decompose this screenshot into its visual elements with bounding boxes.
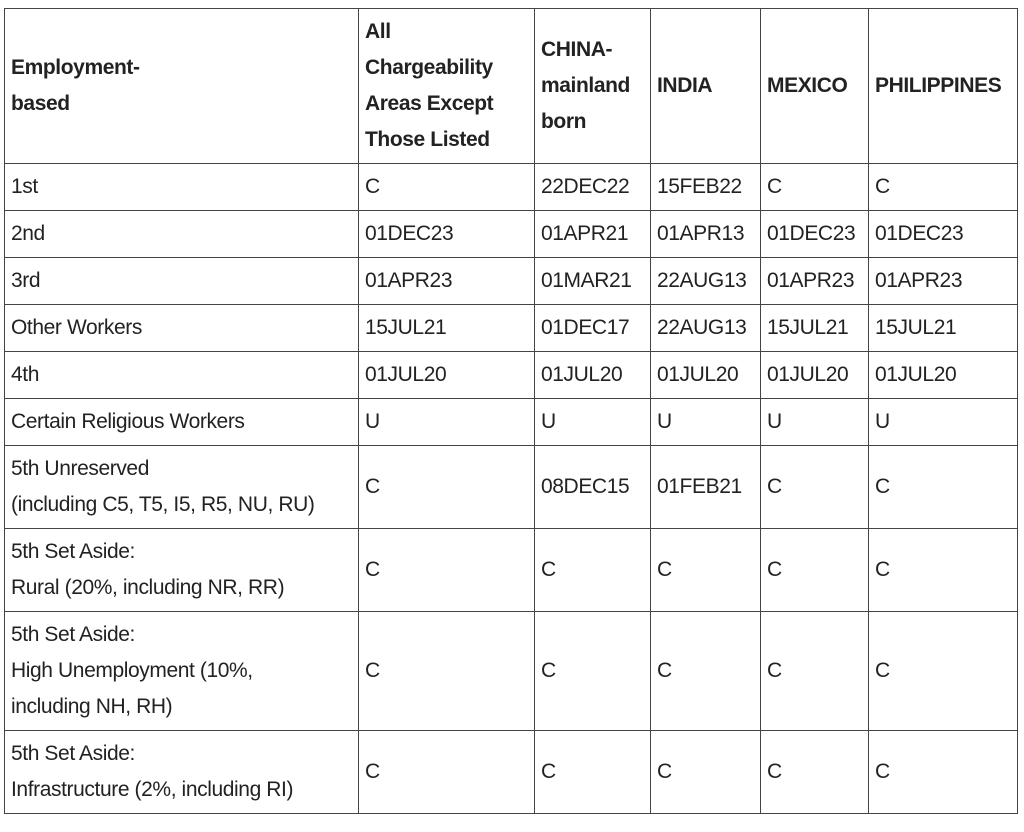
cell-line: 5th Unreserved [11, 457, 149, 480]
date-cell: 01JUL20 [760, 351, 869, 399]
date-cell: C [868, 528, 1018, 612]
row-label: 1st [4, 163, 359, 211]
date-cell: 01APR13 [650, 210, 761, 258]
table-body: 1st C 22DEC22 15FEB22 C C 2nd 01DEC23 01APR21 01A… [4, 163, 1018, 814]
row-label: Certain Religious Workers [4, 398, 359, 446]
date-cell: 15JUL21 [358, 304, 535, 352]
cell-line: Employment- [11, 56, 140, 79]
date-cell: 22AUG13 [650, 304, 761, 352]
table-row: Certain Religious Workers U U U U U [4, 398, 1018, 446]
table-row: 5th Unreserved (including C5, T5, I5, R5,… [4, 445, 1018, 529]
row-label: 4th [4, 351, 359, 399]
cell-line: 5th Set Aside: [11, 623, 135, 646]
date-cell: C [868, 611, 1018, 731]
date-cell: U [650, 398, 761, 446]
date-cell: C [650, 611, 761, 731]
date-cell: C [650, 528, 761, 612]
date-cell: C [534, 528, 651, 612]
date-cell: 01JUL20 [650, 351, 761, 399]
date-cell: C [650, 730, 761, 814]
table-row: 3rd 01APR23 01MAR21 22AUG13 01APR23 01APR23 [4, 257, 1018, 305]
cell-line: Rural (20%, including NR, RR) [11, 576, 285, 599]
table-row: 5th Set Aside: Infrastructure (2%, includ… [4, 730, 1018, 814]
cell-line: 5th Set Aside: [11, 540, 135, 563]
date-cell: C [358, 163, 535, 211]
date-cell: C [358, 730, 535, 814]
table-row: 1st C 22DEC22 15FEB22 C C [4, 163, 1018, 211]
date-cell: 08DEC15 [534, 445, 651, 529]
date-cell: 15FEB22 [650, 163, 761, 211]
cell-line: Those Listed [365, 128, 490, 151]
date-cell: C [760, 163, 869, 211]
cell-line: 5th Set Aside: [11, 742, 135, 765]
date-cell: C [760, 528, 869, 612]
row-label: 3rd [4, 257, 359, 305]
date-cell: U [358, 398, 535, 446]
header-cell: PHILIPPINES [868, 8, 1018, 164]
date-cell: 01JUL20 [534, 351, 651, 399]
date-cell: 01JUL20 [868, 351, 1018, 399]
date-cell: 15JUL21 [760, 304, 869, 352]
table-row: Other Workers 15JUL21 01DEC17 22AUG13 15JUL2… [4, 304, 1018, 352]
header-row: Employment-based All Chargeability Areas Ex… [4, 8, 1018, 164]
table-row: 4th 01JUL20 01JUL20 01JUL20 01JUL20 01JUL20 [4, 351, 1018, 399]
date-cell: 01APR21 [534, 210, 651, 258]
date-cell: 01DEC23 [868, 210, 1018, 258]
cell-line: Chargeability [365, 56, 493, 79]
cell-line: Infrastructure (2%, including RI) [11, 778, 294, 801]
date-cell: 01JUL20 [358, 351, 535, 399]
cell-line: based [11, 92, 70, 115]
date-cell: 01MAR21 [534, 257, 651, 305]
date-cell: C [534, 611, 651, 731]
date-cell: C [358, 445, 535, 529]
row-label: Other Workers [4, 304, 359, 352]
visa-bulletin-table: Employment-based All Chargeability Areas Ex… [4, 8, 1018, 814]
row-label: 5th Set Aside: Infrastructure (2%, includ… [4, 730, 359, 814]
cell-line: born [541, 110, 587, 133]
header-cell: CHINA-mainland born [534, 8, 651, 164]
date-cell: 01APR23 [868, 257, 1018, 305]
date-cell: C [868, 163, 1018, 211]
date-cell: U [760, 398, 869, 446]
cell-line: All [365, 20, 391, 43]
cell-line: mainland [541, 74, 630, 97]
date-cell: C [760, 445, 869, 529]
date-cell: C [868, 445, 1018, 529]
date-cell: C [760, 611, 869, 731]
header-cell: MEXICO [760, 8, 869, 164]
date-cell: 01DEC23 [358, 210, 535, 258]
date-cell: 01APR23 [760, 257, 869, 305]
header-cell: INDIA [650, 8, 761, 164]
table-row: 2nd 01DEC23 01APR21 01APR13 01DEC23 01DEC23 [4, 210, 1018, 258]
row-label: 5th Set Aside: Rural (20%, including NR, … [4, 528, 359, 612]
date-cell: U [534, 398, 651, 446]
table-row: 5th Set Aside: High Unemployment (10%, inc… [4, 611, 1018, 731]
header-cell: All Chargeability Areas Except Those Listed [358, 8, 535, 164]
cell-line: (including C5, T5, I5, R5, NU, RU) [11, 493, 315, 516]
date-cell: C [358, 528, 535, 612]
date-cell: 01DEC23 [760, 210, 869, 258]
date-cell: 15JUL21 [868, 304, 1018, 352]
date-cell: 01APR23 [358, 257, 535, 305]
date-cell: C [534, 730, 651, 814]
date-cell: 01DEC17 [534, 304, 651, 352]
table-row: 5th Set Aside: Rural (20%, including NR, … [4, 528, 1018, 612]
date-cell: 01FEB21 [650, 445, 761, 529]
cell-line: Areas Except [365, 92, 494, 115]
cell-line: including NH, RH) [11, 695, 173, 718]
date-cell: C [868, 730, 1018, 814]
row-label: 2nd [4, 210, 359, 258]
row-label: 5th Set Aside: High Unemployment (10%, inc… [4, 611, 359, 731]
cell-line: CHINA- [541, 38, 613, 61]
date-cell: C [358, 611, 535, 731]
cell-line: High Unemployment (10%, [11, 659, 253, 682]
date-cell: C [760, 730, 869, 814]
date-cell: 22AUG13 [650, 257, 761, 305]
date-cell: U [868, 398, 1018, 446]
header-cell: Employment-based [4, 8, 359, 164]
date-cell: 22DEC22 [534, 163, 651, 211]
row-label: 5th Unreserved (including C5, T5, I5, R5,… [4, 445, 359, 529]
